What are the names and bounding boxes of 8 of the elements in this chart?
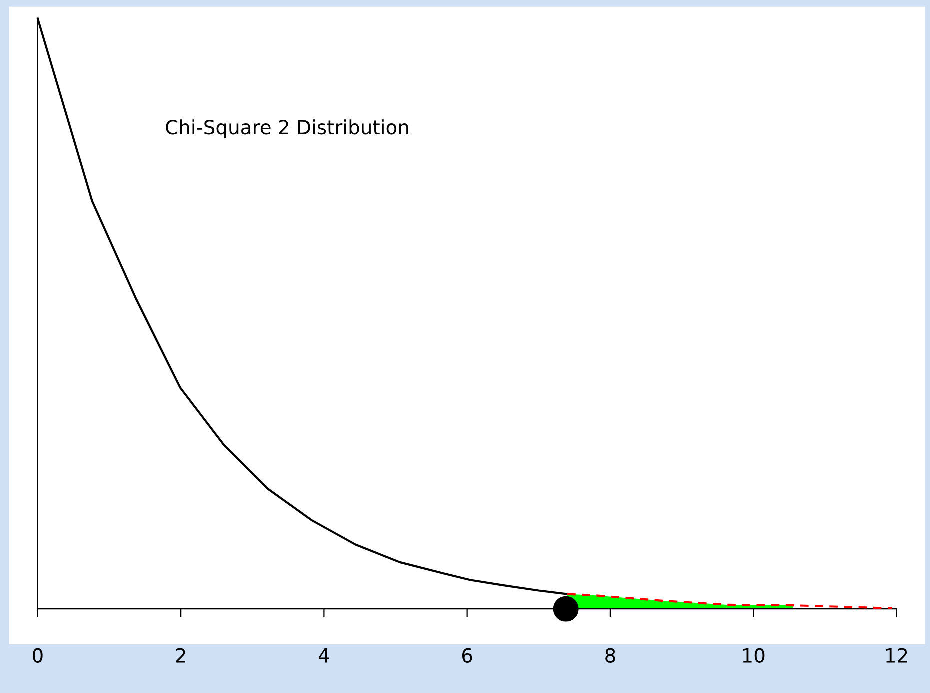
x-tick-label: 10	[743, 648, 765, 664]
x-tick-label: 0	[33, 648, 43, 664]
text: Chi-Square 2 Distribution	[166, 120, 408, 138]
x-tick-label: 6	[462, 648, 472, 664]
x-tick-label: 2	[176, 648, 186, 663]
x-tick-label: 4	[318, 648, 330, 663]
x-tick-label: 8	[606, 648, 616, 664]
x-tick-label: 12	[886, 648, 908, 663]
